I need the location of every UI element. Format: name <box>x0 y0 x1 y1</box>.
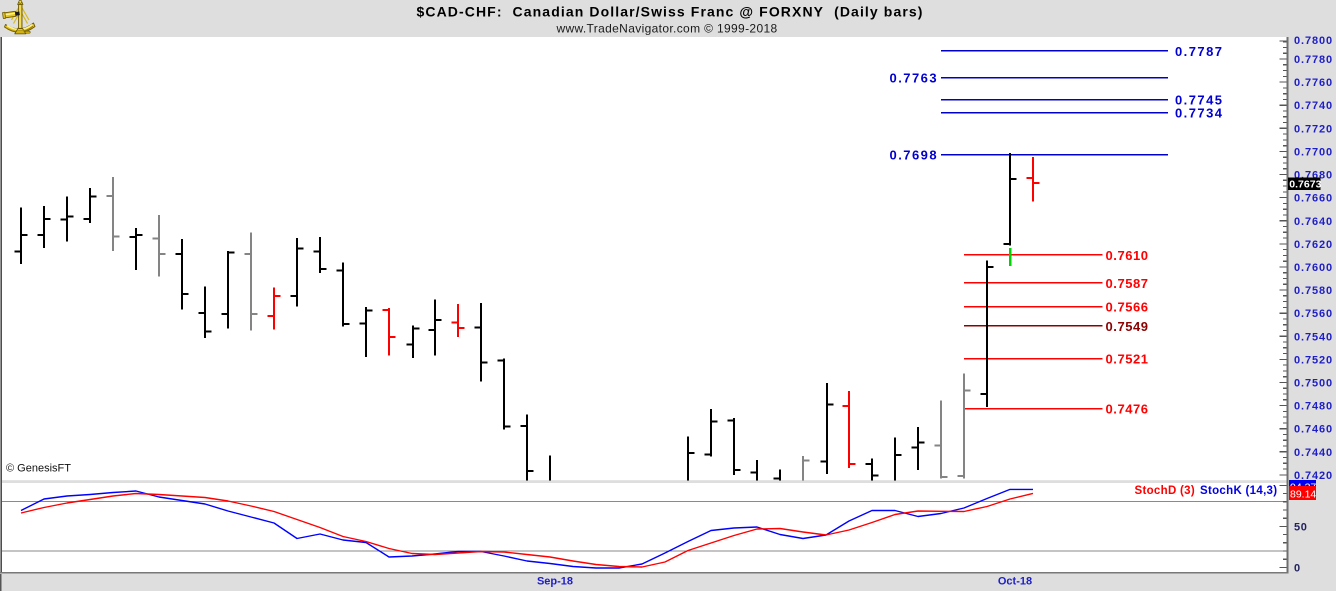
svg-text:0.7800: 0.7800 <box>1294 35 1333 47</box>
svg-text:0.7780: 0.7780 <box>1294 54 1333 66</box>
svg-text:0.7476: 0.7476 <box>1106 401 1149 416</box>
svg-text:0.7540: 0.7540 <box>1294 331 1333 343</box>
svg-text:0.7640: 0.7640 <box>1294 216 1333 228</box>
svg-text:0.7673: 0.7673 <box>1289 179 1321 191</box>
svg-text:www.TradeNavigator.com © 1999-: www.TradeNavigator.com © 1999-2018 <box>555 22 777 36</box>
svg-text:0.7521: 0.7521 <box>1106 352 1149 367</box>
svg-text:0.7566: 0.7566 <box>1106 300 1149 315</box>
svg-text:StochK (14,3): StochK (14,3) <box>1200 485 1277 497</box>
svg-text:$CAD-CHF: Canadian Dollar/Swi: $CAD-CHF: Canadian Dollar/Swiss Franc @ … <box>416 3 923 19</box>
svg-text:0.7610: 0.7610 <box>1106 248 1149 263</box>
svg-text:0.7500: 0.7500 <box>1294 378 1333 390</box>
svg-text:0.7620: 0.7620 <box>1294 239 1333 251</box>
svg-text:0.7420: 0.7420 <box>1294 470 1333 482</box>
svg-text:0.7560: 0.7560 <box>1294 308 1333 320</box>
svg-text:© GenesisFT: © GenesisFT <box>6 463 71 475</box>
svg-text:0.7745: 0.7745 <box>1175 93 1223 108</box>
svg-text:StochD (3): StochD (3) <box>1135 485 1196 497</box>
svg-text:0.7480: 0.7480 <box>1294 401 1333 413</box>
svg-text:0.7700: 0.7700 <box>1294 146 1333 158</box>
svg-text:0.7660: 0.7660 <box>1294 193 1333 205</box>
svg-text:0.7698: 0.7698 <box>890 148 938 163</box>
svg-text:0.7740: 0.7740 <box>1294 100 1333 112</box>
svg-text:0.7580: 0.7580 <box>1294 285 1333 297</box>
svg-text:0.7763: 0.7763 <box>890 71 938 86</box>
svg-text:Oct-18: Oct-18 <box>998 576 1032 588</box>
svg-text:0.7460: 0.7460 <box>1294 424 1333 436</box>
svg-text:0.7600: 0.7600 <box>1294 262 1333 274</box>
svg-text:0: 0 <box>1294 562 1301 574</box>
svg-text:0.7520: 0.7520 <box>1294 354 1333 366</box>
svg-text:0.7440: 0.7440 <box>1294 447 1333 459</box>
svg-text:Sep-18: Sep-18 <box>537 576 573 588</box>
svg-text:0.7549: 0.7549 <box>1106 319 1149 334</box>
svg-text:0.7734: 0.7734 <box>1175 105 1223 120</box>
svg-text:0.7720: 0.7720 <box>1294 123 1333 135</box>
svg-text:0.7787: 0.7787 <box>1175 44 1223 59</box>
svg-text:89.14: 89.14 <box>1290 488 1316 500</box>
svg-text:94.37: 94.37 <box>1290 481 1316 493</box>
svg-text:0.7587: 0.7587 <box>1106 276 1149 291</box>
svg-text:50: 50 <box>1294 521 1307 533</box>
svg-text:0.7760: 0.7760 <box>1294 77 1333 89</box>
